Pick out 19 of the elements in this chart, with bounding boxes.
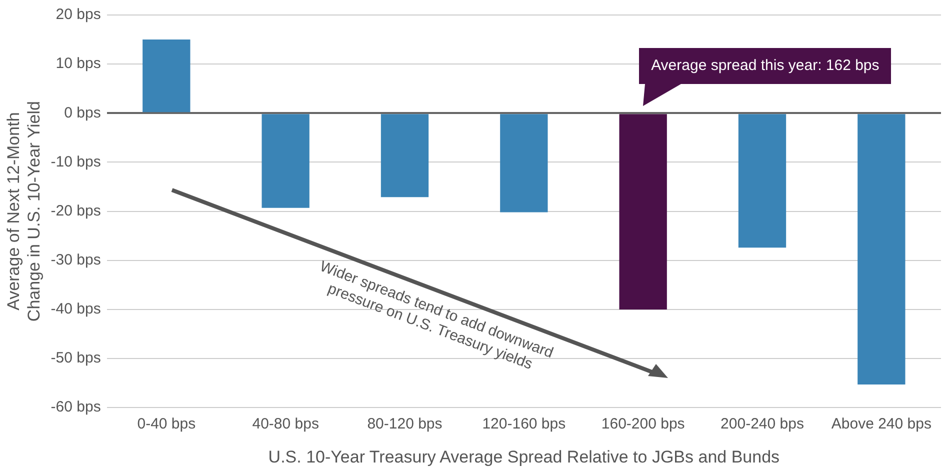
y-tick-label: 0 bps (64, 104, 101, 122)
y-tick-label: -40 bps (50, 300, 101, 318)
y-axis-title: Average of Next 12-Month Change in U.S. 10-Year Yield (4, 101, 44, 322)
x-tick-label: 80-120 bps (367, 416, 442, 433)
x-tick-label: 40-80 bps (252, 416, 319, 433)
y-tick-label: -20 bps (50, 202, 101, 220)
y-tick-label: -60 bps (50, 398, 101, 416)
annotation: Average spread this year: 162 bps (639, 48, 892, 84)
x-tick-label: Above 240 bps (831, 416, 932, 433)
y-tick-label: -30 bps (50, 252, 101, 269)
x-tick-label: 160-200 bps (601, 416, 685, 433)
y-tick-label: 10 bps (56, 55, 101, 72)
y-tick-label: 20 bps (56, 6, 101, 24)
x-axis-title: U.S. 10-Year Treasury Average Spread Relative to JGBs and Bunds (268, 447, 780, 466)
y-tick-label: -10 bps (50, 153, 101, 170)
x-tick-label: 120-160 bps (482, 416, 566, 433)
y-tick-label: -50 bps (50, 350, 101, 367)
x-tick-label: 0-40 bps (137, 416, 196, 433)
x-tick-label: 200-240 bps (720, 416, 804, 433)
